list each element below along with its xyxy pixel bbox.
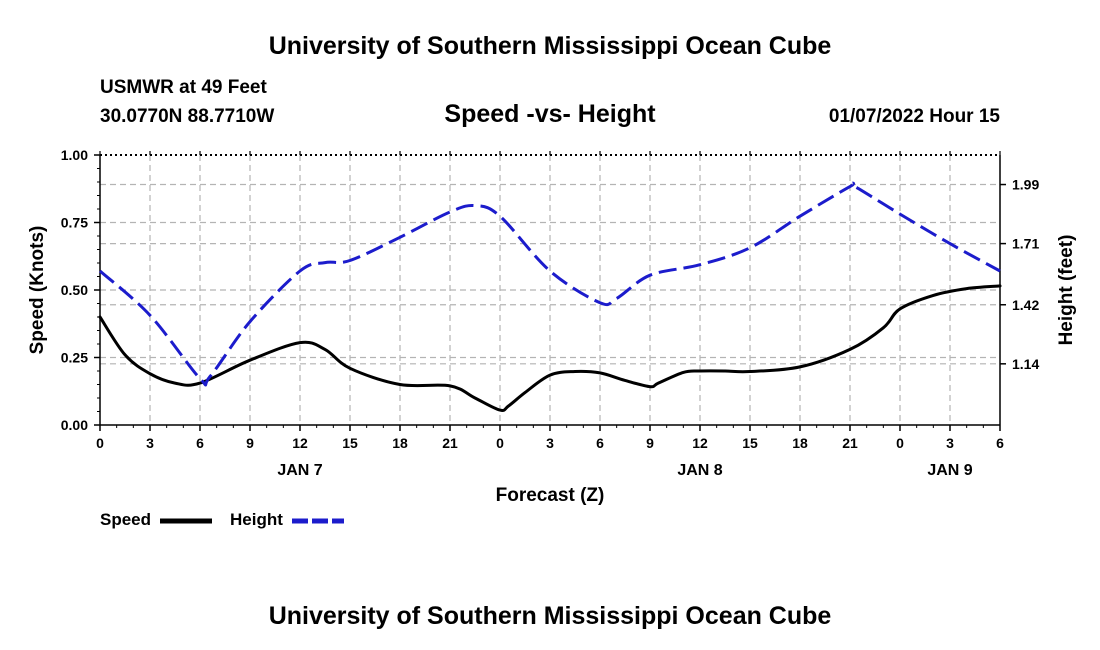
y-axis-label: Speed (Knots) bbox=[27, 226, 48, 355]
series-line-speed bbox=[98, 284, 1002, 412]
x-tick-label: 9 bbox=[646, 435, 654, 451]
x-tick-label: 18 bbox=[392, 435, 408, 451]
x-tick-label: 3 bbox=[546, 435, 554, 451]
x-tick-label: 0 bbox=[496, 435, 504, 451]
y-tick-label: 0.50 bbox=[61, 282, 88, 298]
legend-swatch-height bbox=[292, 518, 344, 524]
legend-swatch-speed bbox=[160, 518, 212, 524]
page-title-top: University of Southern Mississippi Ocean… bbox=[268, 32, 832, 60]
x-axis-label: Forecast (Z) bbox=[496, 485, 605, 506]
datetime-label: 01/07/2022 Hour 15 bbox=[828, 106, 1000, 127]
x-tick-label: 21 bbox=[442, 435, 458, 451]
legend-label-height: Height bbox=[230, 510, 283, 529]
legend: Speed bbox=[100, 510, 151, 530]
x-tick-label: 6 bbox=[996, 435, 1004, 451]
y2-tick-label: 1.99 bbox=[1012, 177, 1039, 193]
x-tick-label: 0 bbox=[96, 435, 104, 451]
x-tick-label: 15 bbox=[742, 435, 758, 451]
y2-tick-label: 1.42 bbox=[1012, 297, 1039, 313]
x-tick-label: 12 bbox=[692, 435, 708, 451]
x-tick-label: 12 bbox=[292, 435, 308, 451]
y-tick-label: 1.00 bbox=[61, 147, 88, 163]
date-label: JAN 7 bbox=[277, 462, 322, 479]
chart-title: Speed -vs- Height bbox=[444, 100, 656, 128]
y2-tick-label: 1.14 bbox=[1012, 356, 1039, 372]
x-tick-label: 15 bbox=[342, 435, 358, 451]
y2-axis-label: Height (feet) bbox=[1056, 235, 1077, 346]
x-tick-label: 0 bbox=[896, 435, 904, 451]
y-tick-label: 0.25 bbox=[61, 350, 88, 366]
y2-tick-label: 1.71 bbox=[1012, 236, 1039, 252]
series-line-height bbox=[99, 181, 1001, 387]
page-title-bottom: University of Southern Mississippi Ocean… bbox=[268, 602, 832, 630]
date-label: JAN 8 bbox=[677, 462, 722, 479]
x-tick-label: 3 bbox=[946, 435, 954, 451]
x-tick-label: 6 bbox=[196, 435, 204, 451]
y-tick-label: 0.75 bbox=[61, 215, 88, 231]
x-tick-label: 18 bbox=[792, 435, 808, 451]
x-tick-label: 9 bbox=[246, 435, 254, 451]
legend-label-speed: Speed bbox=[100, 510, 152, 529]
x-tick-label: 3 bbox=[146, 435, 154, 451]
date-label: JAN 9 bbox=[927, 462, 972, 479]
coordinates-label: 30.0770N 88.7710W bbox=[100, 106, 275, 127]
chart-area: 0 3 6 9 12 15 18 21 0 3 6 9 12 15 18 21 0 3 6 JAN 7 JAN 8 JAN… bbox=[27, 147, 1077, 506]
legend-height: Height bbox=[230, 510, 283, 530]
station-label: USMWR at 49 Feet bbox=[100, 77, 267, 98]
y-tick-label: 0.00 bbox=[61, 417, 88, 433]
x-tick-label: 21 bbox=[842, 435, 858, 451]
x-tick-label: 6 bbox=[596, 435, 604, 451]
